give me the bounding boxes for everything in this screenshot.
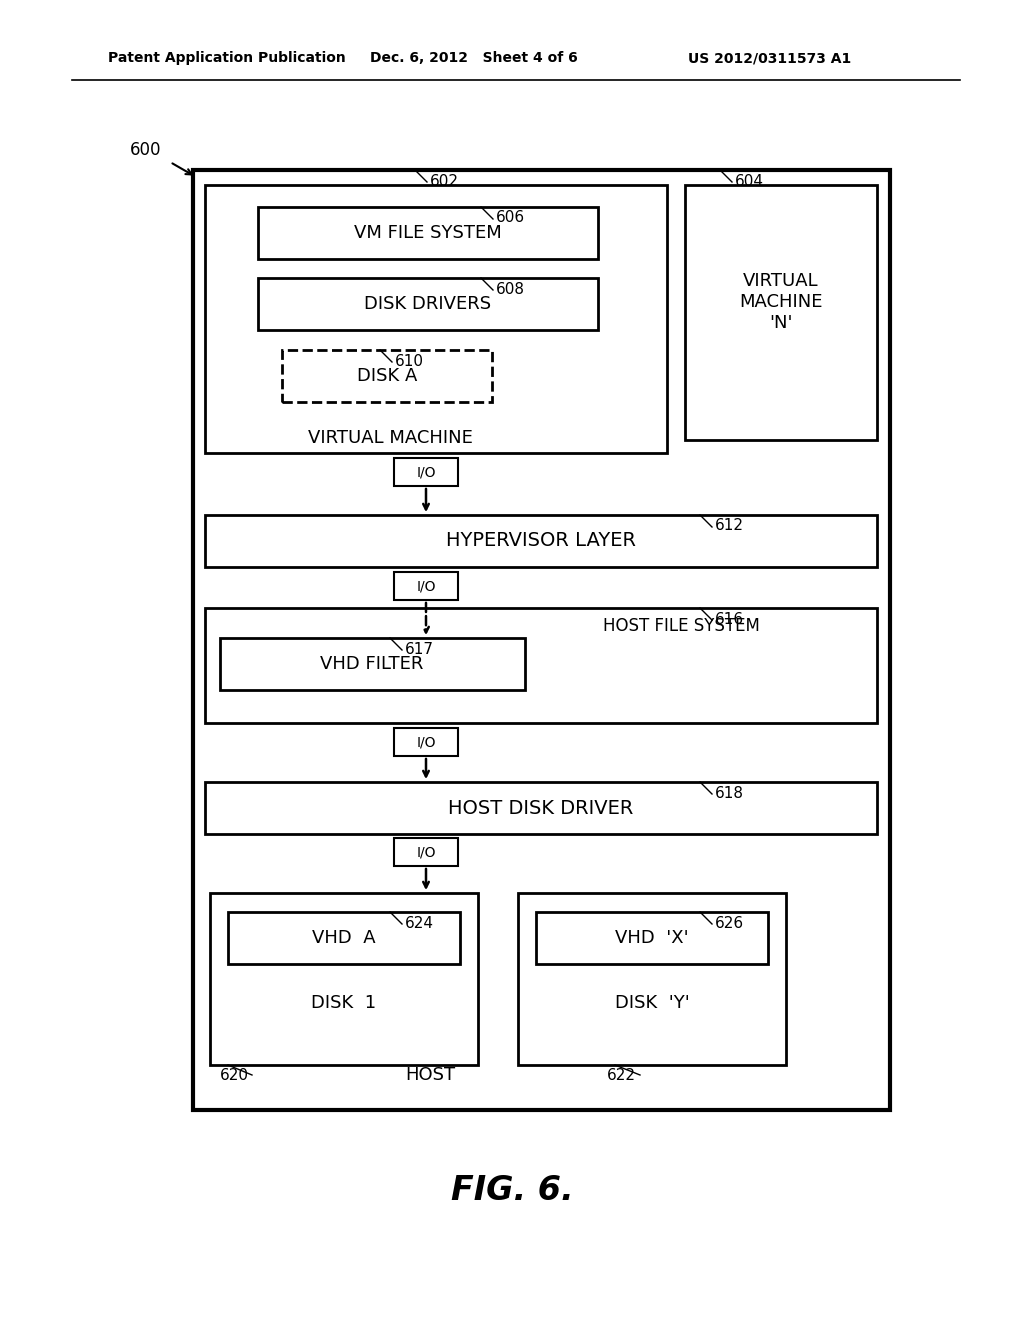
Text: I/O: I/O: [416, 579, 436, 593]
Text: 616: 616: [715, 611, 744, 627]
Bar: [258, 279, 598, 330]
Bar: [258, 207, 598, 259]
Text: DISK A: DISK A: [356, 367, 417, 385]
Text: 610: 610: [395, 354, 424, 368]
Text: 617: 617: [406, 642, 434, 656]
Text: 600: 600: [130, 141, 162, 158]
Bar: [394, 458, 458, 486]
Bar: [685, 185, 877, 440]
Text: 602: 602: [430, 173, 459, 189]
Text: 620: 620: [220, 1068, 249, 1082]
Bar: [394, 572, 458, 601]
Bar: [536, 912, 768, 964]
Text: HYPERVISOR LAYER: HYPERVISOR LAYER: [446, 532, 636, 550]
Text: 608: 608: [496, 281, 525, 297]
Text: Dec. 6, 2012   Sheet 4 of 6: Dec. 6, 2012 Sheet 4 of 6: [370, 51, 578, 65]
Text: DISK  1: DISK 1: [311, 994, 377, 1012]
Bar: [205, 609, 877, 723]
Text: 604: 604: [735, 173, 764, 189]
Text: VHD FILTER: VHD FILTER: [321, 655, 424, 673]
Text: US 2012/0311573 A1: US 2012/0311573 A1: [688, 51, 851, 65]
Text: 626: 626: [715, 916, 744, 931]
Bar: [394, 729, 458, 756]
Text: 612: 612: [715, 519, 744, 533]
Text: 624: 624: [406, 916, 434, 931]
Text: VIRTUAL
MACHINE
'N': VIRTUAL MACHINE 'N': [739, 272, 822, 331]
Text: HOST: HOST: [404, 1067, 455, 1084]
Text: FIG. 6.: FIG. 6.: [451, 1173, 573, 1206]
Text: 606: 606: [496, 210, 525, 226]
Bar: [228, 912, 460, 964]
Bar: [205, 781, 877, 834]
Bar: [193, 170, 890, 1110]
Text: VM FILE SYSTEM: VM FILE SYSTEM: [354, 224, 502, 242]
Bar: [205, 185, 667, 453]
Text: I/O: I/O: [416, 465, 436, 479]
Bar: [518, 894, 786, 1065]
Text: HOST FILE SYSTEM: HOST FILE SYSTEM: [603, 616, 760, 635]
Bar: [205, 515, 877, 568]
Text: I/O: I/O: [416, 735, 436, 748]
Bar: [220, 638, 525, 690]
Text: I/O: I/O: [416, 845, 436, 859]
Text: DISK DRIVERS: DISK DRIVERS: [365, 294, 492, 313]
Text: DISK  'Y': DISK 'Y': [614, 994, 689, 1012]
Bar: [210, 894, 478, 1065]
Text: 618: 618: [715, 785, 744, 800]
Text: VHD  'X': VHD 'X': [615, 929, 689, 946]
Text: 622: 622: [607, 1068, 636, 1082]
Bar: [394, 838, 458, 866]
Bar: [282, 350, 492, 403]
Text: HOST DISK DRIVER: HOST DISK DRIVER: [449, 799, 634, 817]
Text: VHD  A: VHD A: [312, 929, 376, 946]
Text: VIRTUAL MACHINE: VIRTUAL MACHINE: [307, 429, 472, 447]
Text: Patent Application Publication: Patent Application Publication: [108, 51, 346, 65]
